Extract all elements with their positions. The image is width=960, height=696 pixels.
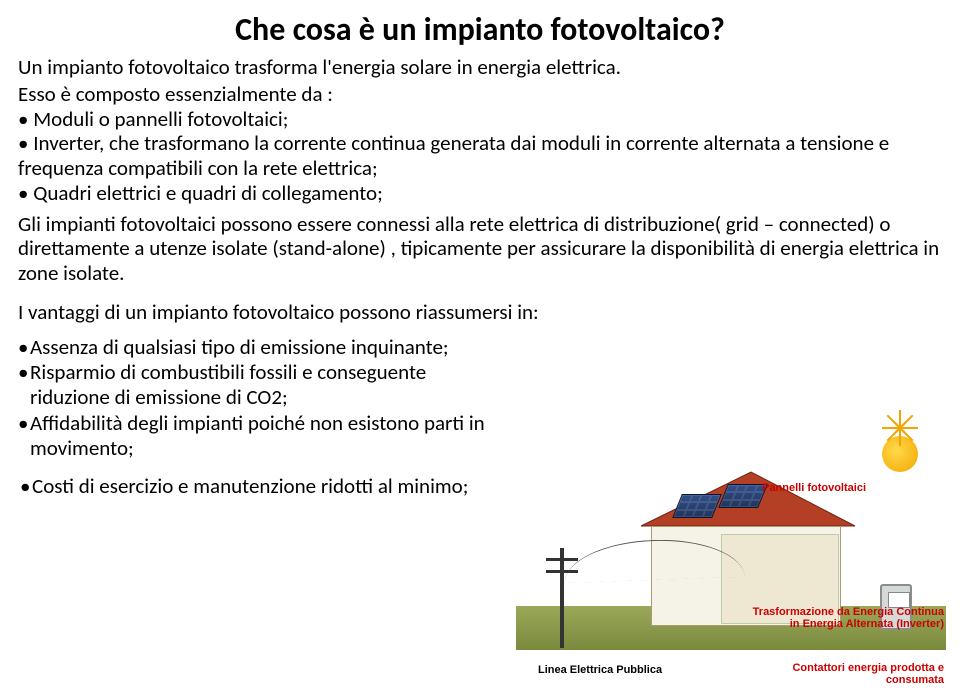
sun-icon (872, 426, 928, 482)
component-item: Inverter, che trasformano la corrente co… (18, 131, 942, 181)
advantage-item: Risparmio di combustibili fossili e cons… (18, 360, 508, 410)
components-intro: Esso è composto essenzialmente da : (18, 82, 942, 107)
component-item: Moduli o pannelli fotovoltaici; (18, 107, 942, 132)
body-paragraph: Gli impianti fotovoltaici possono essere… (18, 212, 942, 286)
pv-system-diagram: Pannelli fotovoltaici Trasformazione da … (516, 420, 946, 690)
components-block: Esso è composto essenzialmente da : Modu… (18, 82, 942, 206)
label-panels: Pannelli fotovoltaici (762, 482, 866, 494)
component-item: Quadri elettrici e quadri di collegament… (18, 181, 942, 206)
components-list: Moduli o pannelli fotovoltaici; Inverter… (18, 107, 942, 206)
advantage-item: Affidabilità degli impianti poiché non e… (18, 411, 508, 461)
advantages-block: Assenza di qualsiasi tipo di emissione i… (18, 335, 508, 461)
label-meter: Contattori energia prodotta e consumata (792, 662, 944, 686)
utility-pole (560, 548, 564, 648)
advantage-item: Assenza di qualsiasi tipo di emissione i… (18, 335, 508, 360)
page-title: Che cosa è un impianto fotovoltaico? (18, 10, 942, 49)
advantages-intro: I vantaggi di un impianto fotovoltaico p… (18, 300, 942, 325)
label-grid: Linea Elettrica Pubblica (538, 664, 662, 676)
intro-text: Un impianto fotovoltaico trasforma l'ene… (18, 55, 942, 80)
label-inverter: Trasformazione da Energia Continua in En… (753, 606, 944, 630)
